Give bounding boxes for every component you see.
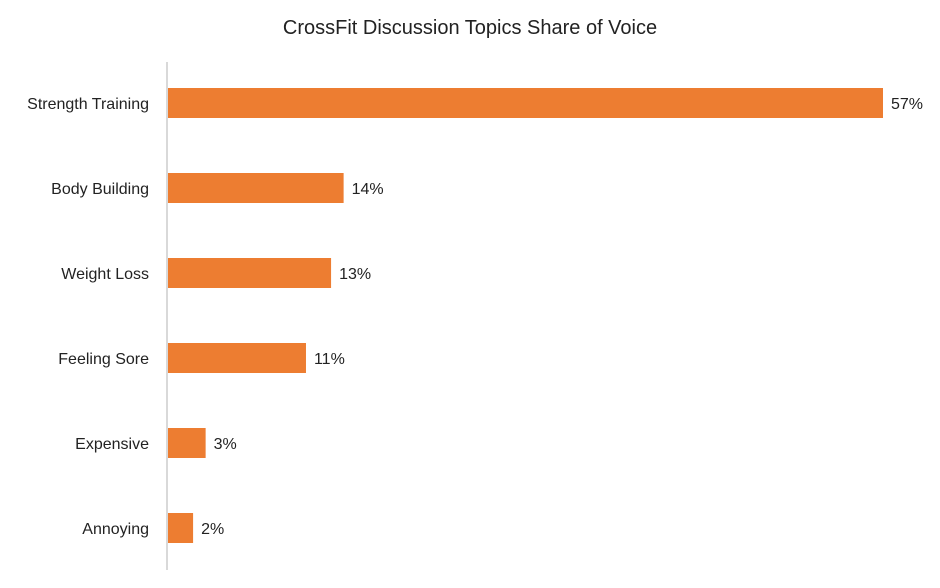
category-label: Annoying: [82, 521, 149, 538]
data-label: 3%: [214, 436, 237, 453]
category-label: Weight Loss: [61, 266, 149, 283]
data-label: 57%: [891, 96, 923, 113]
bar: [168, 88, 883, 118]
category-label: Strength Training: [27, 96, 149, 113]
category-label: Feeling Sore: [58, 351, 149, 368]
category-label: Expensive: [75, 436, 149, 453]
data-label: 2%: [201, 521, 224, 538]
bar: [168, 343, 306, 373]
data-label: 11%: [314, 351, 345, 368]
category-label: Body Building: [51, 181, 149, 198]
bar: [168, 258, 332, 288]
bar: [168, 428, 206, 458]
data-label: 13%: [339, 266, 371, 283]
chart-title: CrossFit Discussion Topics Share of Voic…: [283, 17, 657, 39]
data-label: 14%: [352, 181, 384, 198]
bar: [168, 173, 344, 203]
bar: [168, 513, 194, 543]
